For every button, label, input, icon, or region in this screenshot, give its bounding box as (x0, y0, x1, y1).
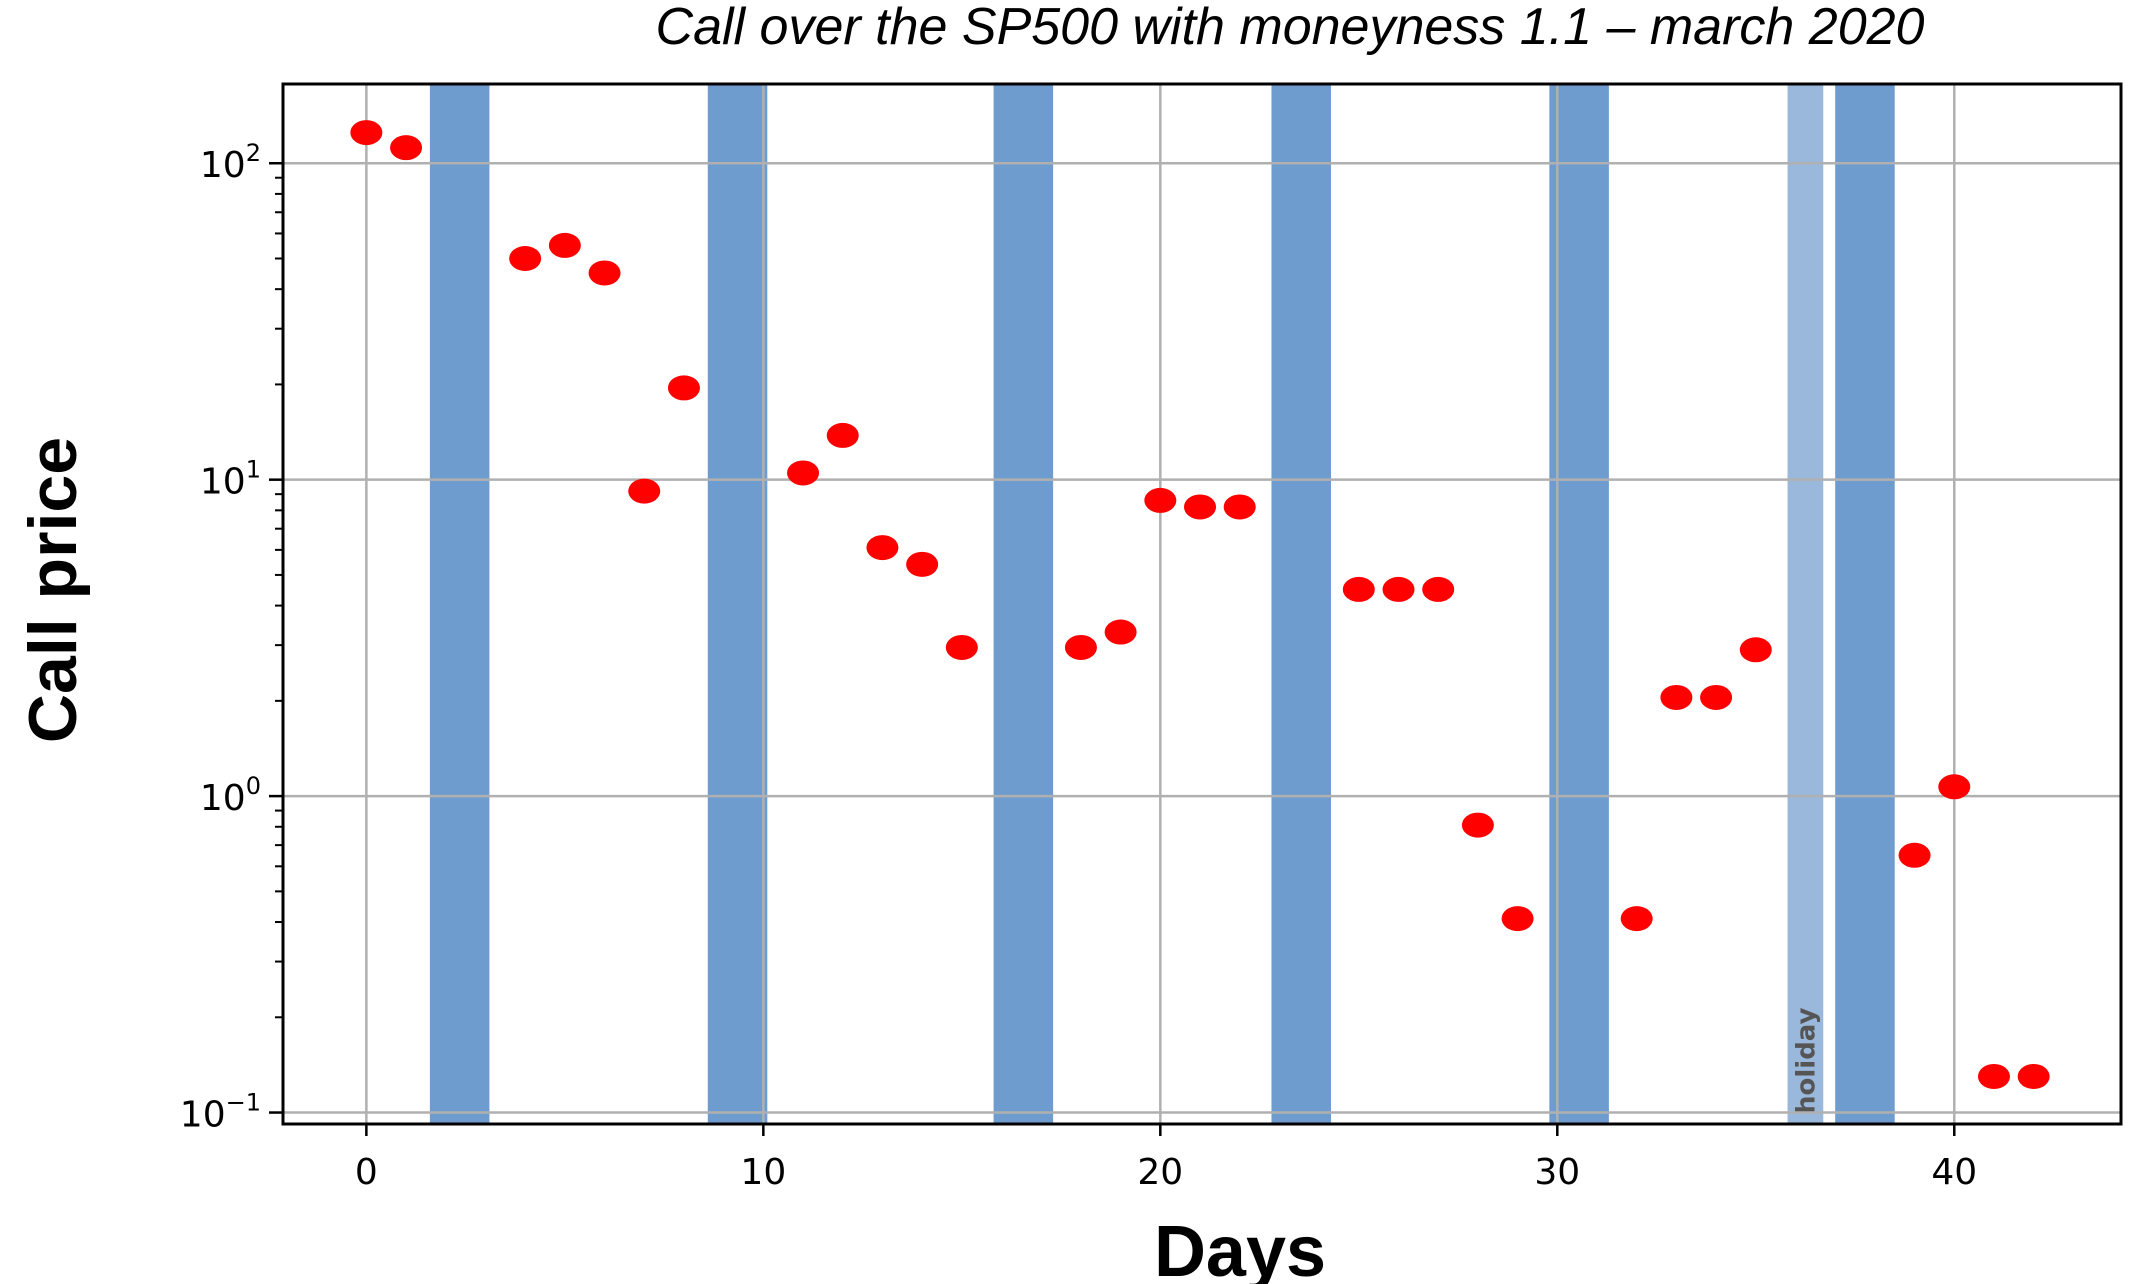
weekend-band-5 (1835, 84, 1895, 1124)
data-point (667, 375, 700, 401)
weekend-band-4 (1549, 84, 1609, 1124)
data-point (1739, 637, 1772, 663)
data-point (1461, 812, 1494, 838)
data-point (548, 232, 581, 258)
data-point (1660, 684, 1693, 710)
data-point (1620, 906, 1653, 932)
x-tick-label: 40 (1931, 1152, 1977, 1193)
data-point (1382, 576, 1415, 602)
data-point (1184, 494, 1217, 520)
data-point (1700, 684, 1733, 710)
weekend-band-3 (1271, 84, 1332, 1124)
shaded-bands: holiday (429, 84, 1895, 1124)
data-point (509, 245, 542, 271)
y-axis-label: Call price (15, 437, 91, 743)
data-points (350, 120, 2050, 1089)
data-point (787, 460, 820, 486)
x-tick-label: 20 (1137, 1152, 1183, 1193)
data-point (1144, 487, 1177, 513)
data-point (350, 120, 383, 146)
data-point (1342, 576, 1375, 602)
data-point (945, 634, 978, 660)
grid (283, 84, 2121, 1124)
x-tick-label: 30 (1534, 1152, 1580, 1193)
weekend-band-0 (429, 84, 490, 1124)
data-point (906, 551, 939, 577)
weekend-band-2 (993, 84, 1054, 1124)
data-point (588, 260, 621, 286)
data-point (866, 535, 899, 561)
data-point (1422, 576, 1455, 602)
y-tick-label: 102 (200, 139, 261, 186)
data-point (1064, 634, 1097, 660)
data-point (390, 135, 423, 161)
x-tick-label: 10 (740, 1152, 786, 1193)
data-point (1938, 774, 1971, 800)
x-axis-ticks: 0 10 20 30 40 (355, 1124, 1977, 1193)
data-point (2017, 1063, 2050, 1089)
data-point (1977, 1063, 2010, 1089)
holiday-band (1787, 84, 1824, 1124)
data-point (1501, 906, 1534, 932)
weekend-band-1 (707, 84, 768, 1124)
y-axis-ticks: 102 101 100 10−1 (180, 139, 283, 1136)
y-tick-label: 10−1 (180, 1089, 261, 1136)
holiday-label: holiday (1791, 1007, 1821, 1114)
data-point (1223, 494, 1256, 520)
data-point (628, 478, 661, 504)
x-tick-label: 0 (355, 1152, 378, 1193)
data-point (1898, 842, 1931, 868)
x-axis-label: Days (1154, 1212, 1326, 1284)
plot-frame (281, 82, 2123, 1126)
data-point (1104, 619, 1137, 645)
y-tick-label: 100 (200, 772, 261, 819)
y-tick-label: 101 (200, 456, 261, 503)
data-point (826, 422, 859, 448)
chart-title: Call over the SP500 with moneyness 1.1 –… (656, 0, 1925, 56)
